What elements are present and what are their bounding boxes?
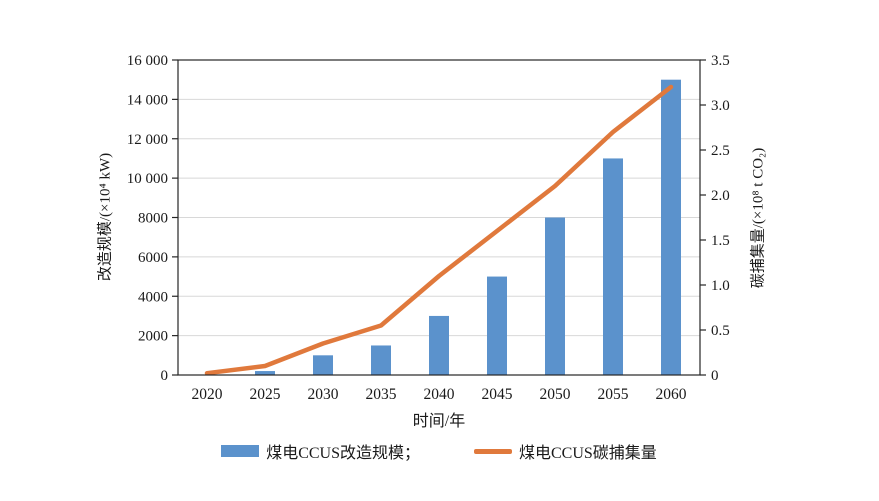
legend-line-label: 煤电CCUS碳捕集量 — [519, 445, 657, 462]
left-tick-label: 2000 — [138, 329, 168, 345]
x-tick-label: 2055 — [598, 386, 629, 403]
left-tick-label: 16 000 — [127, 53, 168, 69]
x-tick-label: 2025 — [250, 386, 281, 403]
bar-series-swatch — [221, 445, 260, 457]
left-tick-label: 14 000 — [127, 92, 168, 108]
right-tick-label: 0 — [711, 368, 719, 384]
right-tick-label: 1.5 — [711, 233, 730, 249]
right-axis-title: 碳捕集量/(×10⁸ t CO₂) — [750, 147, 767, 289]
left-tick-label: 0 — [161, 368, 169, 384]
capture-line — [204, 84, 674, 376]
right-tick-label: 2.0 — [711, 188, 730, 204]
left-tick-label: 8000 — [138, 211, 168, 227]
legend: 煤电CCUS改造规模； 煤电CCUS碳捕集量 — [128, 440, 750, 462]
right-tick-label: 3.0 — [711, 98, 730, 114]
x-tick-label: 2050 — [540, 386, 571, 403]
left-tick-label: 4000 — [138, 289, 168, 305]
x-tick-label: 2040 — [424, 386, 455, 403]
bar — [603, 158, 623, 375]
bar — [661, 79, 681, 375]
x-tick-label: 2020 — [192, 386, 223, 403]
bar — [313, 355, 333, 375]
bar — [429, 315, 449, 375]
line-series-swatch — [474, 448, 512, 454]
right-tick-label: 0.5 — [711, 323, 730, 339]
right-tick-label: 1.0 — [711, 278, 730, 294]
bar — [545, 217, 565, 375]
left-tick-label: 12 000 — [127, 132, 168, 148]
right-tick-label: 3.5 — [711, 53, 730, 69]
x-tick-label: 2045 — [482, 386, 513, 403]
left-tick-label: 10 000 — [127, 171, 168, 187]
x-axis-title: 时间/年 — [412, 413, 466, 430]
left-tick-label: 6000 — [138, 250, 168, 266]
x-tick-label: 2060 — [656, 386, 687, 403]
right-tick-label: 2.5 — [711, 143, 730, 159]
bar — [371, 345, 391, 375]
bar — [255, 371, 275, 375]
x-tick-label: 2030 — [308, 386, 339, 403]
legend-item-line: 煤电CCUS碳捕集量 — [474, 439, 657, 463]
bar — [487, 276, 507, 375]
left-axis-title: 改造规模/(×10⁴ kW) — [97, 152, 114, 282]
legend-bar-label: 煤电CCUS改造规模； — [266, 445, 420, 462]
x-tick-label: 2035 — [366, 386, 397, 403]
legend-item-bar: 煤电CCUS改造规模； — [221, 439, 420, 463]
